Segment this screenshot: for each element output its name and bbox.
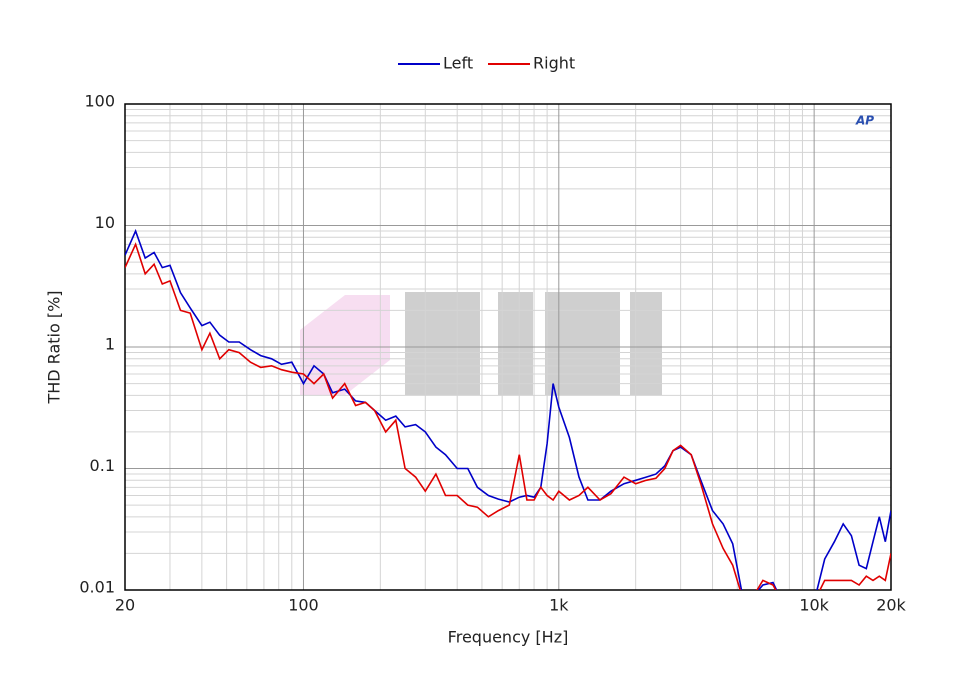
x-tick-label: 10k [799,596,829,615]
legend-label: Left [443,54,473,73]
legend-label: Right [533,54,575,73]
y-axis-label: THD Ratio [%] [45,290,64,404]
x-tick-label: 100 [288,596,319,615]
plot-frame [124,103,892,591]
y-tick-label: 0.1 [90,456,115,475]
x-tick-label: 1k [549,596,569,615]
y-tick-label: 10 [95,213,115,232]
x-axis-label: Frequency [Hz] [448,628,569,647]
series-line [125,242,891,590]
y-tick-label: 100 [84,92,115,111]
series-group [125,228,891,590]
logo: AP [855,114,874,128]
x-tick-label: 20k [876,596,906,615]
grid [124,103,892,591]
x-tick-label: 20 [115,596,135,615]
y-tick-label: 0.01 [79,578,115,597]
y-tick-label: 1 [105,335,115,354]
